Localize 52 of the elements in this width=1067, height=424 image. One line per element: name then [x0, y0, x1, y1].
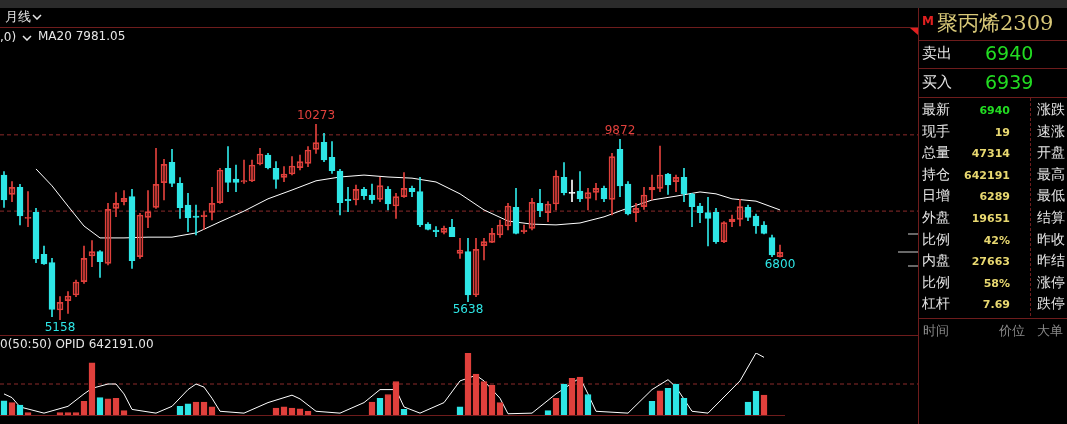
- text: 大单: [1037, 323, 1063, 338]
- text: 时间: [923, 323, 949, 338]
- text: 19: [994, 125, 1010, 139]
- annotation: 9872: [604, 123, 636, 138]
- text: 涨跌: [1037, 101, 1065, 117]
- annotation: 10273: [296, 108, 336, 123]
- candlestick: [192, 204, 200, 236]
- text: 涨停: [1037, 273, 1065, 290]
- text: MA20 7981.05: [38, 29, 126, 43]
- text: ,0): [0, 30, 17, 44]
- text: 买入: [922, 73, 952, 91]
- chart-title: 0(50:50) OPID 642191.00: [0, 337, 154, 351]
- text: 昨结: [1037, 252, 1065, 269]
- text: 持仓: [922, 165, 950, 182]
- text: 结算: [1037, 209, 1065, 225]
- text: 开盘: [1037, 144, 1065, 161]
- text: 总量: [922, 144, 950, 161]
- text: 58%: [983, 276, 1010, 290]
- text: 昨收: [1037, 230, 1065, 247]
- text: 杠杆: [922, 295, 950, 312]
- text: 42%: [983, 233, 1010, 247]
- text: 642191: [964, 168, 1010, 182]
- text: 6940: [979, 104, 1010, 117]
- text: 6940: [985, 42, 1034, 64]
- text: 最高: [1037, 165, 1065, 182]
- text: 日增: [922, 187, 950, 204]
- candlestick: [432, 226, 440, 237]
- text: 内盘: [922, 252, 950, 269]
- text: 最新: [922, 101, 950, 117]
- candlestick: [568, 179, 576, 202]
- text: 聚丙烯2309: [937, 11, 1054, 35]
- text: 外盘: [922, 209, 950, 225]
- text: 比例: [922, 230, 950, 247]
- text: 6939: [985, 71, 1034, 93]
- text: 价位: [999, 323, 1025, 338]
- text: 7.69: [982, 298, 1010, 312]
- text: 6289: [979, 190, 1010, 204]
- text: 47314: [971, 147, 1010, 161]
- candlestick: [704, 196, 712, 247]
- text: 比例: [922, 273, 950, 290]
- annotation: 5638: [452, 301, 484, 316]
- text: 卖出: [922, 44, 952, 62]
- text: 现手: [922, 122, 950, 139]
- text: 速涨: [1037, 122, 1065, 139]
- text: 27663: [971, 255, 1010, 269]
- annotation: 5158: [44, 320, 76, 335]
- annotation: 6800: [764, 257, 796, 272]
- text: 月线: [5, 9, 31, 24]
- text: 跌停: [1037, 295, 1065, 312]
- text: 19651: [971, 212, 1010, 225]
- text: 最低: [1037, 187, 1065, 204]
- text: M: [922, 14, 934, 28]
